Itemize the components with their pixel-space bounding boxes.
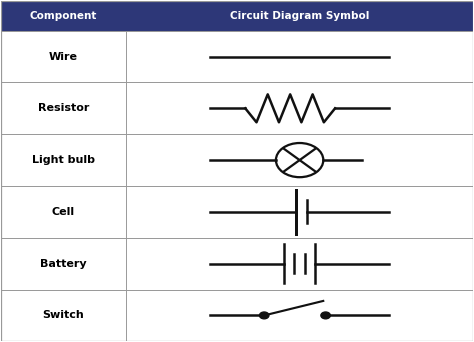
Text: Cell: Cell: [52, 207, 75, 217]
Text: Circuit Diagram Symbol: Circuit Diagram Symbol: [230, 11, 369, 21]
Text: Component: Component: [30, 11, 97, 21]
Circle shape: [259, 312, 269, 319]
Text: Switch: Switch: [43, 311, 84, 320]
Text: Light bulb: Light bulb: [32, 155, 95, 165]
Bar: [0, 31, 474, 82]
Bar: [0, 186, 474, 238]
Text: Resistor: Resistor: [37, 103, 89, 113]
Bar: [0, 238, 474, 290]
Text: Battery: Battery: [40, 259, 87, 269]
Bar: [0, 1, 474, 31]
Text: Wire: Wire: [49, 52, 78, 62]
Bar: [0, 82, 474, 134]
Bar: [0, 134, 474, 186]
Bar: [0, 290, 474, 341]
Circle shape: [321, 312, 330, 319]
